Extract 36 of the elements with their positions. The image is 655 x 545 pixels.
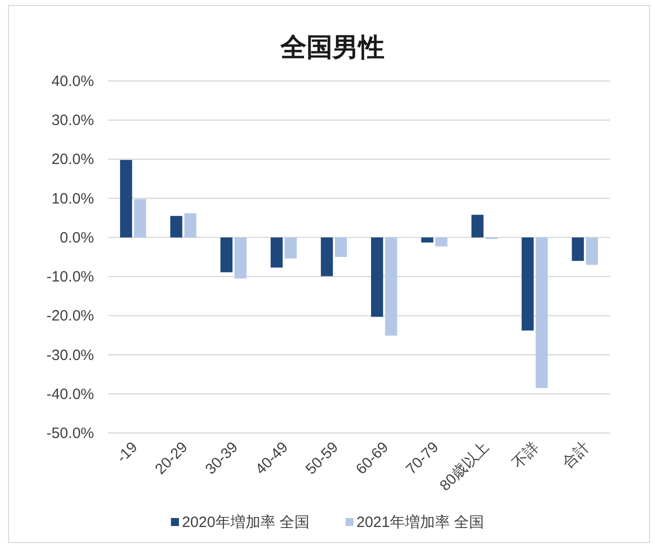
bar [421,237,434,243]
y-tick-label: -40.0% [46,386,94,403]
bar [385,237,398,336]
bar [120,160,132,238]
bar [334,237,347,257]
y-tick-label: -20.0% [46,308,94,325]
bar [220,237,232,272]
legend-label: 2020年増加率 全国 [182,514,310,531]
bar [471,214,484,238]
x-tick-label: 合計 [559,438,593,472]
y-tick-label: 10.0% [51,190,94,208]
legend-label: 2021年増加率 全国 [356,514,484,531]
bar [284,237,297,259]
bar [586,237,598,265]
bar [536,237,548,388]
bar [572,237,584,261]
y-tick-label: -30.0% [46,346,94,364]
bar [320,237,333,276]
y-tick-label: 30.0% [51,112,94,130]
bar [270,237,283,268]
x-tick-label: 80歳以上 [436,438,492,494]
bar [522,237,534,331]
y-tick-label: 20.0% [51,151,94,168]
x-tick-label: 不詳 [509,438,543,472]
x-tick-label: -19 [114,438,141,466]
y-tick-label: 40.0% [51,73,94,90]
bar [435,237,448,246]
bar [184,213,196,238]
bar [170,216,182,238]
y-tick-label: -50.0% [46,425,94,442]
bar [371,237,384,317]
bar [134,199,146,238]
chart-title: 全国男性 [280,32,384,62]
bar [234,237,247,279]
y-tick-label: 0.0% [60,229,94,246]
y-tick-label: -10.0% [46,268,94,286]
